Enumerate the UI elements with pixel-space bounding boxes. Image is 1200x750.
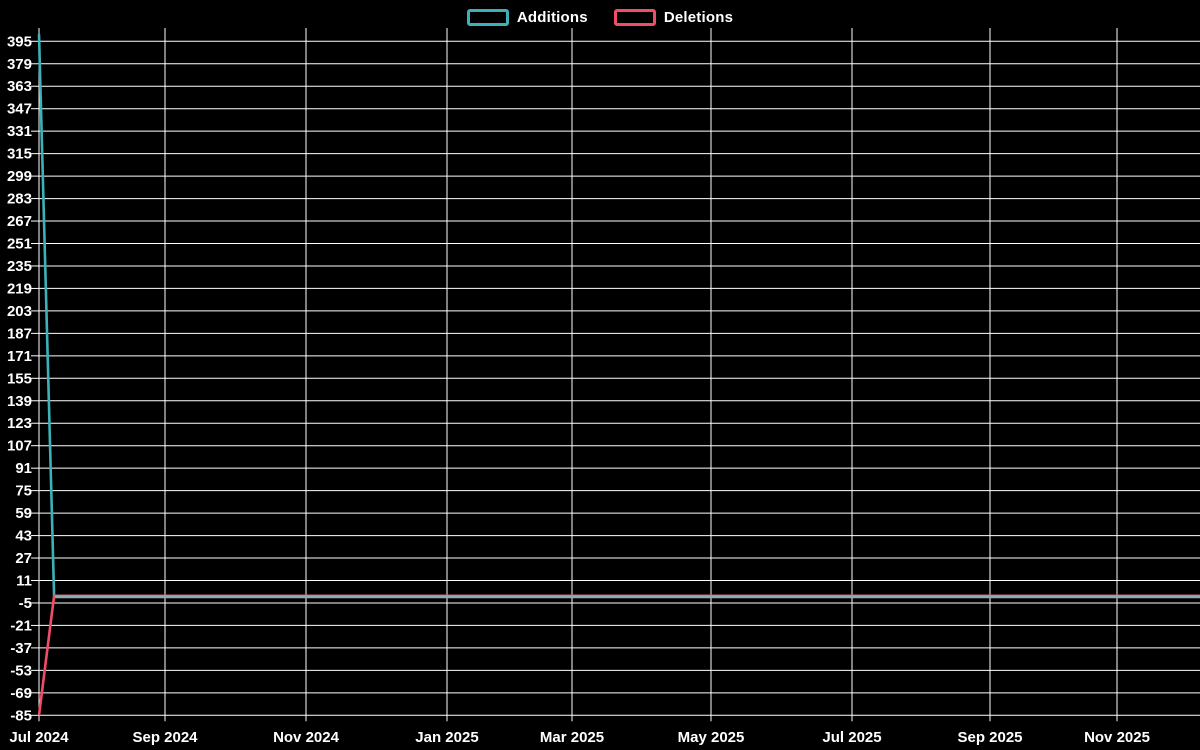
svg-text:59: 59 <box>15 505 32 522</box>
svg-text:379: 379 <box>7 56 32 73</box>
chart-legend: Additions Deletions <box>0 6 1200 28</box>
x-axis-labels: Jul 2024 Sep 2024 Nov 2024 Jan 2025 Mar 2025… <box>9 729 1150 746</box>
svg-text:251: 251 <box>7 236 32 253</box>
deletions-swatch-icon <box>613 8 656 26</box>
svg-text:187: 187 <box>7 325 32 342</box>
svg-text:219: 219 <box>7 280 32 297</box>
svg-text:299: 299 <box>7 168 32 185</box>
svg-text:267: 267 <box>7 213 32 230</box>
svg-text:91: 91 <box>15 460 32 477</box>
svg-text:May 2025: May 2025 <box>678 729 745 746</box>
svg-text:155: 155 <box>7 370 32 387</box>
svg-text:347: 347 <box>7 101 32 118</box>
svg-text:203: 203 <box>7 303 32 320</box>
svg-text:395: 395 <box>7 33 32 50</box>
svg-text:235: 235 <box>7 258 32 275</box>
svg-text:-5: -5 <box>19 595 32 612</box>
v-gridlines <box>38 28 1118 722</box>
svg-text:-85: -85 <box>10 707 32 724</box>
svg-text:Mar 2025: Mar 2025 <box>540 729 604 746</box>
svg-text:27: 27 <box>15 550 32 567</box>
svg-text:43: 43 <box>15 528 32 545</box>
svg-text:331: 331 <box>7 123 32 140</box>
svg-text:11: 11 <box>16 573 32 590</box>
svg-text:283: 283 <box>7 191 32 208</box>
additions-swatch-icon <box>466 8 509 26</box>
svg-text:315: 315 <box>7 146 32 163</box>
svg-text:Nov 2025: Nov 2025 <box>1084 729 1150 746</box>
svg-text:171: 171 <box>7 348 32 365</box>
svg-text:-21: -21 <box>10 617 32 634</box>
svg-text:363: 363 <box>7 78 32 95</box>
deletions-line <box>37 594 1200 716</box>
svg-text:-69: -69 <box>10 685 32 702</box>
svg-text:107: 107 <box>7 438 32 455</box>
svg-text:139: 139 <box>7 393 32 410</box>
additions-line <box>37 34 1200 598</box>
svg-text:123: 123 <box>7 415 32 432</box>
legend-label-deletions: Deletions <box>663 8 734 26</box>
legend-item-deletions[interactable]: Deletions <box>613 8 734 26</box>
svg-text:Sep 2024: Sep 2024 <box>132 729 198 746</box>
svg-text:Nov 2024: Nov 2024 <box>273 729 340 746</box>
svg-text:75: 75 <box>15 483 32 500</box>
svg-text:Jan 2025: Jan 2025 <box>415 729 478 746</box>
svg-text:-37: -37 <box>10 640 32 657</box>
legend-label-additions: Additions <box>516 8 588 26</box>
h-gridlines <box>39 40 1200 716</box>
svg-text:Jul 2025: Jul 2025 <box>822 729 881 746</box>
y-axis-labels: 395 379 363 347 331 315 299 283 267 251 235 219 203 1… <box>7 33 32 724</box>
svg-text:Jul 2024: Jul 2024 <box>9 729 69 746</box>
svg-text:-53: -53 <box>10 662 32 679</box>
legend-item-additions[interactable]: Additions <box>466 8 588 26</box>
y-tick-marks <box>31 40 39 716</box>
svg-text:Sep 2025: Sep 2025 <box>957 729 1022 746</box>
